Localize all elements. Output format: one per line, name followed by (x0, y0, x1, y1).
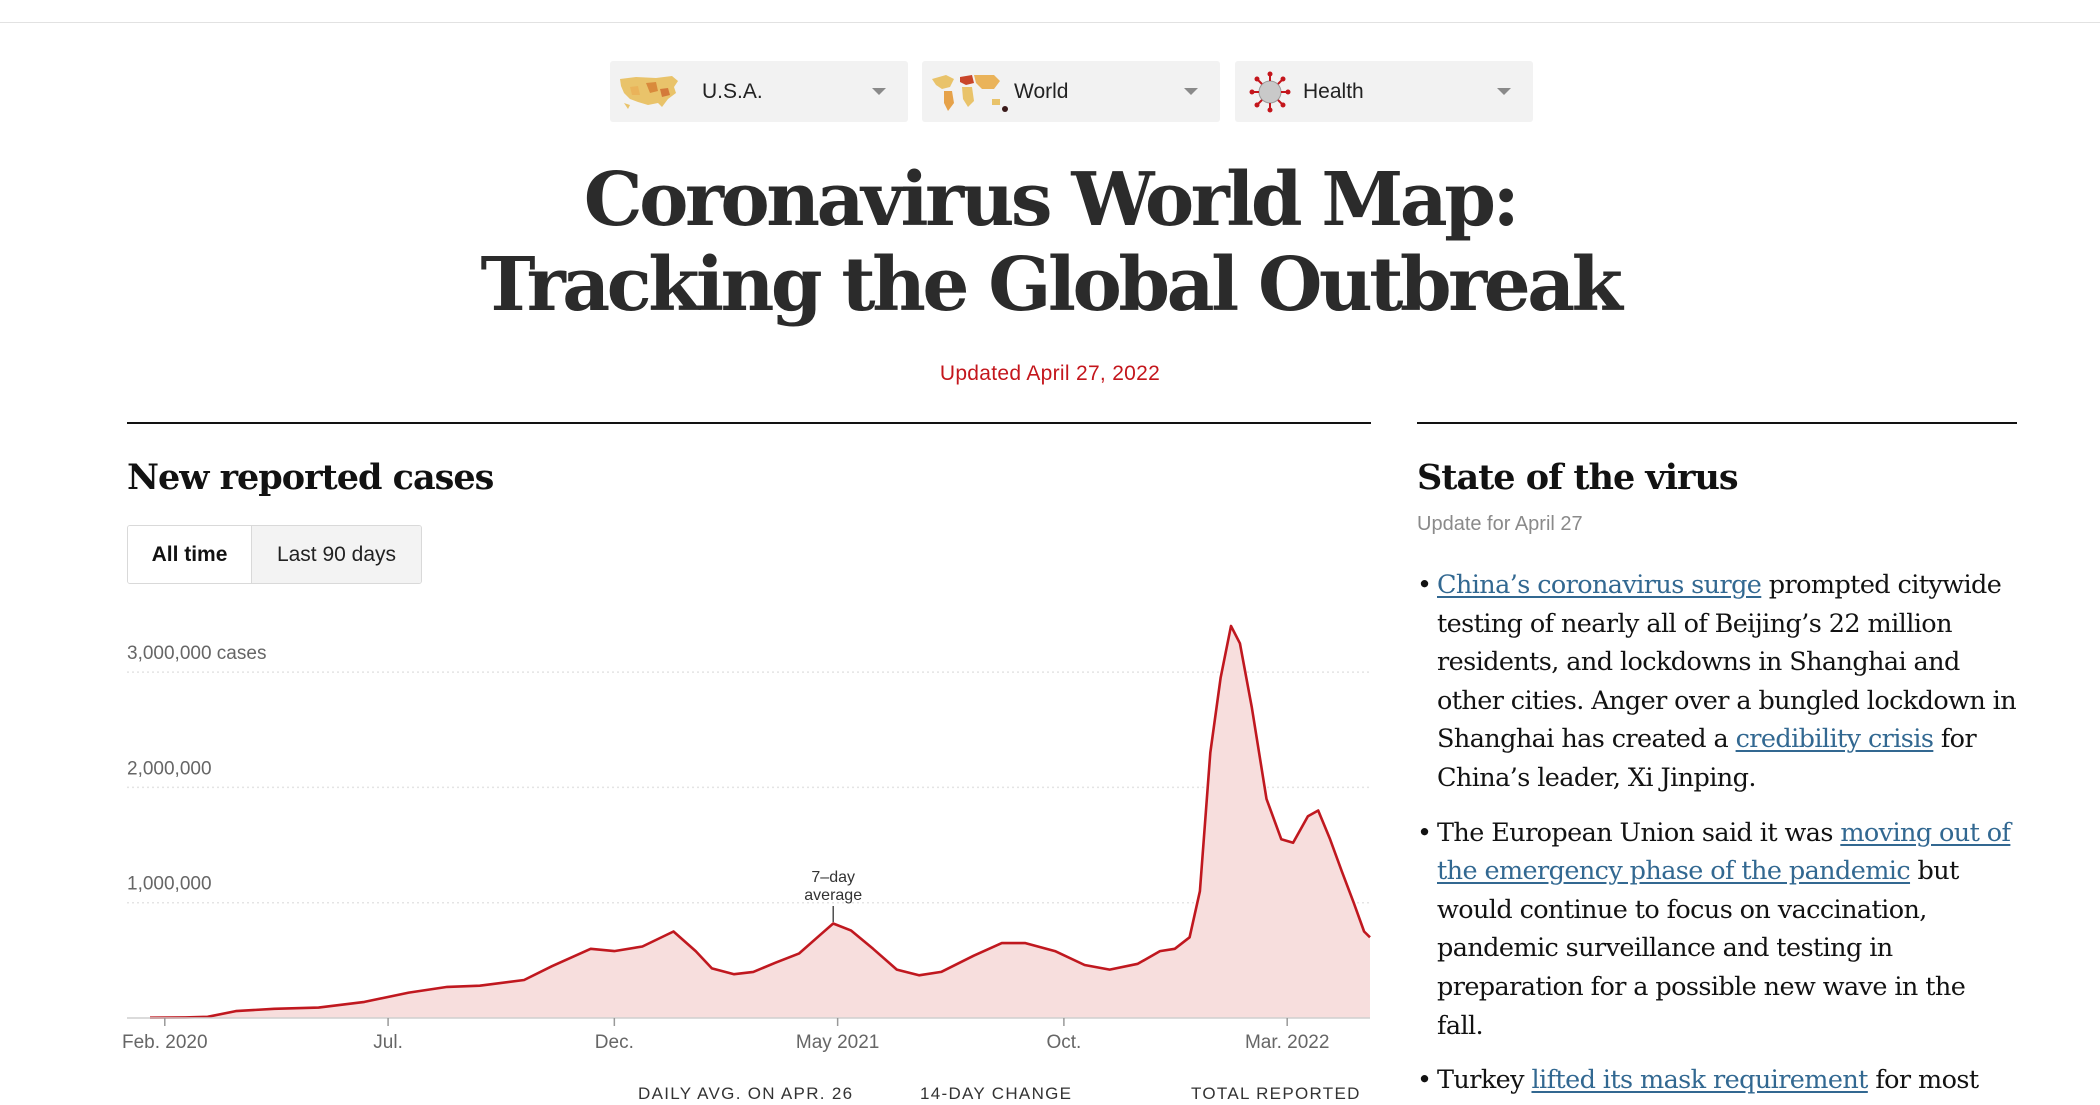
cases-area-fill (150, 626, 1370, 1018)
time-range-tabs: All time Last 90 days (127, 525, 422, 584)
bullet-link[interactable]: credibility crisis (1735, 724, 1934, 755)
state-bullet-item: The European Union said it was moving ou… (1417, 814, 2017, 1046)
x-tick-label: Feb. 2020 (122, 1032, 208, 1053)
tab-all-time[interactable]: All time (128, 526, 252, 583)
section-divider-cases (127, 422, 1371, 424)
state-bullet-list: China’s coronavirus surge prompted cityw… (1417, 566, 2017, 1105)
daily-average-label: DAILY AVG. ON APR. 26 (638, 1084, 854, 1103)
bullet-text: Turkey (1437, 1065, 1532, 1096)
state-update-date: Update for April 27 (1417, 513, 1583, 535)
tab-last-90-days[interactable]: Last 90 days (252, 526, 421, 583)
dropdown-world-label: World (1014, 80, 1069, 103)
y-tick-label: 3,000,000 cases (127, 643, 266, 664)
dropdown-usa[interactable]: U.S.A. (610, 61, 908, 122)
total-reported-label: TOTAL REPORTED (1191, 1084, 1361, 1103)
annotation-label-line-1: 7–day (811, 869, 855, 886)
x-tick-label: May 2021 (796, 1032, 879, 1053)
bullet-text: The European Union said it was (1437, 817, 1841, 848)
bullet-link[interactable]: moving out of the emergency phase of the… (1437, 817, 2011, 887)
page-title-line-1: Coronavirus World Map: (583, 157, 1520, 243)
cases-section-title: New reported cases (127, 457, 494, 498)
virus-icon (1249, 71, 1291, 113)
chevron-down-icon (1497, 88, 1511, 95)
updated-timestamp: Updated April 27, 2022 (939, 362, 1161, 385)
x-tick-label: Dec. (595, 1032, 634, 1053)
dropdown-world[interactable]: World (922, 61, 1220, 122)
top-divider (0, 22, 2100, 23)
bullet-link[interactable]: lifted its mask requirement (1531, 1065, 1868, 1096)
section-divider-state (1417, 422, 2017, 424)
cases-7day-average-line (149, 624, 1371, 1019)
bullet-text: prompted citywide testing of nearly all … (1437, 570, 2017, 755)
bullet-link[interactable]: China’s coronavirus surge (1437, 570, 1762, 600)
chevron-down-icon (1184, 88, 1198, 95)
dropdown-health[interactable]: Health (1235, 61, 1533, 122)
x-tick-label: Jul. (373, 1032, 403, 1053)
dropdown-usa-label: U.S.A. (702, 80, 763, 103)
y-tick-label: 1,000,000 (127, 874, 212, 895)
y-tick-label: 2,000,000 (127, 758, 212, 779)
state-bullet-item: Turkey lifted its mask requirement for m… (1417, 1061, 2017, 1105)
chevron-down-icon (872, 88, 886, 95)
usa-map-icon (620, 76, 678, 109)
x-tick-label: Mar. 2022 (1245, 1032, 1330, 1053)
state-section-title: State of the virus (1417, 457, 1739, 498)
state-bullet-item: China’s coronavirus surge prompted cityw… (1417, 566, 2017, 798)
dropdown-health-label: Health (1303, 80, 1364, 103)
annotation-label-line-2: average (804, 887, 862, 904)
page-title-line-2: Tracking the Global Outbreak (480, 242, 1623, 328)
fourteen-day-change-label: 14-DAY CHANGE (920, 1084, 1073, 1103)
world-map-icon (932, 75, 1008, 112)
bullet-text: for most indoor settings, including scho… (1437, 1065, 1979, 1105)
bullet-text: but would continue to focus on vaccinati… (1437, 856, 1966, 1041)
bullet-text: for China’s leader, Xi Jinping. (1437, 724, 1977, 793)
x-tick-label: Oct. (1046, 1032, 1081, 1053)
